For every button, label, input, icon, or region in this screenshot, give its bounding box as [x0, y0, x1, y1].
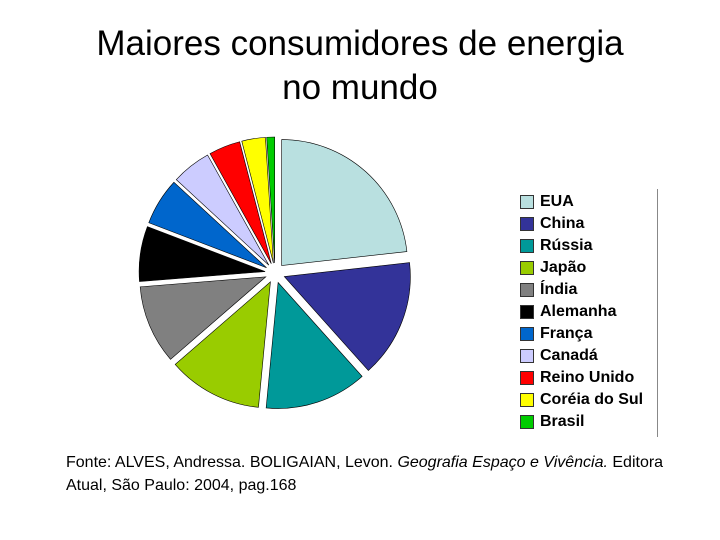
legend-item-8: Reino Unido: [520, 367, 634, 389]
legend-item-7: Canadá: [520, 345, 598, 367]
pie-slice-0: [281, 139, 408, 266]
legend-label-9: Coréia do Sul: [540, 391, 644, 408]
source-suffix: Editora Atual, São Paulo: 2004, pag.168: [66, 454, 664, 494]
chart-title-line-1: Maiores consumidores de energia: [96, 24, 624, 63]
legend-item-5: Alemanha: [520, 301, 616, 323]
legend-item-3: Japão: [520, 257, 586, 279]
source-citation: Fonte: ALVES, Andressa. BOLIGAIAN, Levon…: [66, 451, 666, 497]
pie-slice-5: [138, 226, 266, 282]
pie-slice-4: [139, 276, 267, 360]
source-prefix: Fonte: ALVES, Andressa. BOLIGAIAN, Levon…: [66, 454, 398, 471]
pie-slice-1: [283, 262, 411, 371]
legend-item-4: Índia: [520, 279, 577, 301]
legend-label-0: EUA: [540, 193, 574, 210]
legend-swatch-10: [520, 415, 534, 429]
legend-swatch-8: [520, 371, 534, 385]
legend-swatch-9: [520, 393, 534, 407]
pie-slice-10: [266, 136, 275, 264]
source-book-title: Geografia Espaço e Vivência.: [397, 454, 608, 471]
pie-chart: [138, 136, 411, 409]
legend-label-3: Japão: [540, 259, 587, 276]
chart-title: Maiores consumidores de energia no mundo: [0, 22, 720, 110]
legend-item-9: Coréia do Sul: [520, 389, 643, 411]
legend-swatch-2: [520, 239, 534, 253]
legend-swatch-4: [520, 283, 534, 297]
pie-slice-7: [175, 154, 270, 266]
legend-item-6: França: [520, 323, 592, 345]
legend-item-10: Brasil: [520, 411, 584, 433]
legend-item-1: China: [520, 213, 584, 235]
legend-item-2: Rússia: [520, 235, 592, 257]
legend-label-7: Canadá: [540, 347, 598, 364]
legend-label-5: Alemanha: [540, 303, 617, 320]
legend-swatch-5: [520, 305, 534, 319]
legend-label-2: Rússia: [540, 237, 593, 254]
chart-legend: EUA China Rússia Japão Índia Alemanha França Ca…: [514, 189, 658, 437]
legend-label-8: Reino Unido: [540, 369, 635, 386]
chart-title-line-2: no mundo: [282, 68, 438, 107]
legend-swatch-7: [520, 349, 534, 363]
pie-slice-9: [241, 137, 274, 264]
legend-swatch-3: [520, 261, 534, 275]
pie-slice-8: [209, 141, 272, 264]
legend-swatch-1: [520, 217, 534, 231]
legend-label-10: Brasil: [540, 413, 585, 430]
legend-label-4: Índia: [540, 281, 578, 298]
pie-slice-6: [148, 181, 267, 269]
legend-swatch-0: [520, 195, 534, 209]
pie-slice-3: [174, 281, 271, 408]
legend-item-0: EUA: [520, 191, 574, 213]
legend-swatch-6: [520, 327, 534, 341]
pie-slice-2: [265, 281, 363, 409]
legend-label-1: China: [540, 215, 585, 232]
legend-label-6: França: [540, 325, 593, 342]
